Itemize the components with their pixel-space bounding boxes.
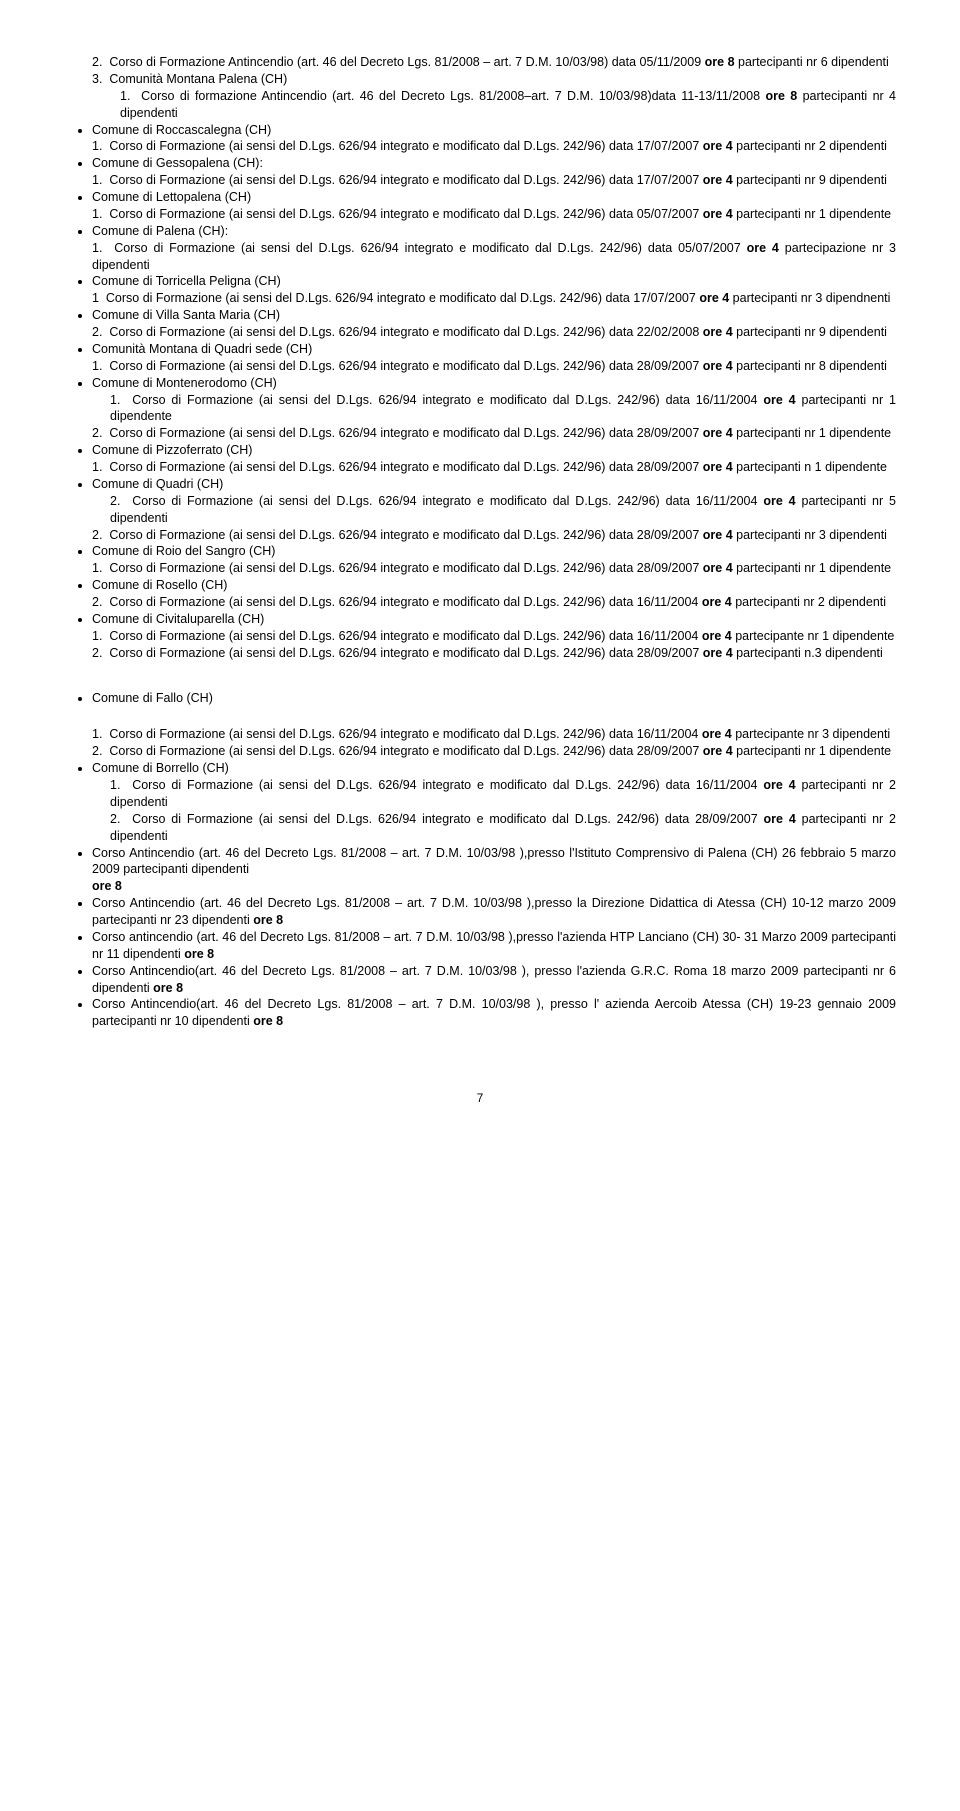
course-line: 2. Corso di Formazione (ai sensi del D.L…	[92, 811, 896, 845]
bullet-item: Comune di Torricella Peligna (CH)1 Corso…	[92, 273, 896, 307]
intro-line: 2. Corso di Formazione Antincendio (art.…	[92, 54, 896, 71]
bullet-item: Comune di Rosello (CH)2. Corso di Formaz…	[92, 577, 896, 611]
bullet-item: Comune di Lettopalena (CH)1. Corso di Fo…	[92, 189, 896, 223]
document-page: 2. Corso di Formazione Antincendio (art.…	[64, 54, 896, 1030]
bullet-head: Comune di Pizzoferrato (CH)	[92, 442, 896, 459]
course-line: 1. Corso di Formazione (ai sensi del D.L…	[92, 459, 896, 476]
bullet-item: Corso Antincendio (art. 46 del Decreto L…	[92, 845, 896, 896]
bullet-list-2: Comune di Fallo (CH) 1. Corso di Formazio…	[64, 690, 896, 1031]
intro-line: 1. Corso di formazione Antincendio (art.…	[92, 88, 896, 122]
bullet-head: Comune di Fallo (CH)	[92, 690, 896, 707]
course-line: 2. Corso di Formazione (ai sensi del D.L…	[92, 527, 896, 544]
course-line: 1. Corso di Formazione (ai sensi del D.L…	[92, 206, 896, 223]
course-line: 1. Corso di Formazione (ai sensi del D.L…	[92, 777, 896, 811]
bullet-head: Comune di Gessopalena (CH):	[92, 155, 896, 172]
bullet-item: Corso Antincendio(art. 46 del Decreto Lg…	[92, 963, 896, 997]
bullet-item: Comune di Montenerodomo (CH)1. Corso di …	[92, 375, 896, 443]
course-line: 1. Corso di Formazione (ai sensi del D.L…	[92, 358, 896, 375]
course-line: 1. Corso di Formazione (ai sensi del D.L…	[92, 628, 896, 645]
bullet-head: Comune di Borrello (CH)	[92, 760, 896, 777]
bullet-item: Corso Antincendio (art. 46 del Decreto L…	[92, 895, 896, 929]
course-line: 1. Corso di Formazione (ai sensi del D.L…	[92, 240, 896, 274]
bullet-head: Comune di Roccascalegna (CH)	[92, 122, 896, 139]
course-line: 1 Corso di Formazione (ai sensi del D.Lg…	[92, 290, 896, 307]
bullet-head: Comune di Civitaluparella (CH)	[92, 611, 896, 628]
bullet-head: Comune di Villa Santa Maria (CH)	[92, 307, 896, 324]
course-line: 2. Corso di Formazione (ai sensi del D.L…	[92, 645, 896, 662]
bullet-item: Comune di Roio del Sangro (CH)1. Corso d…	[92, 543, 896, 577]
page-number: 7	[64, 1090, 896, 1106]
bullet-head: Comune di Rosello (CH)	[92, 577, 896, 594]
bullet-item: Comune di Villa Santa Maria (CH)2. Corso…	[92, 307, 896, 341]
course-line: 1. Corso di Formazione (ai sensi del D.L…	[92, 392, 896, 426]
course-line: 2. Corso di Formazione (ai sensi del D.L…	[92, 425, 896, 442]
intro-line: 3. Comunità Montana Palena (CH)	[92, 71, 896, 88]
course-line: 1. Corso di Formazione (ai sensi del D.L…	[92, 560, 896, 577]
bullet-head: Comune di Quadri (CH)	[92, 476, 896, 493]
course-line: 2. Corso di Formazione (ai sensi del D.L…	[92, 493, 896, 527]
course-line: 1. Corso di Formazione (ai sensi del D.L…	[92, 172, 896, 189]
bullet-item: Comune di Civitaluparella (CH)1. Corso d…	[92, 611, 896, 662]
bullet-item: Comune di Fallo (CH) 1. Corso di Formazio…	[92, 690, 896, 761]
bullet-head: Comune di Roio del Sangro (CH)	[92, 543, 896, 560]
course-line: 2. Corso di Formazione (ai sensi del D.L…	[92, 594, 896, 611]
bullet-head: Comunità Montana di Quadri sede (CH)	[92, 341, 896, 358]
bullet-item: Comune di Roccascalegna (CH)1. Corso di …	[92, 122, 896, 156]
bullet-item: Comune di Pizzoferrato (CH)1. Corso di F…	[92, 442, 896, 476]
course-line: 1. Corso di Formazione (ai sensi del D.L…	[92, 726, 896, 743]
bullet-head: Comune di Lettopalena (CH)	[92, 189, 896, 206]
bullet-item: Corso antincendio (art. 46 del Decreto L…	[92, 929, 896, 963]
bullet-item: Comune di Quadri (CH)2. Corso di Formazi…	[92, 476, 896, 544]
course-line: 1. Corso di Formazione (ai sensi del D.L…	[92, 138, 896, 155]
bold-hours: ore 8	[92, 878, 896, 895]
bullet-item: Comune di Borrello (CH)1. Corso di Forma…	[92, 760, 896, 844]
bullet-head: Comune di Palena (CH):	[92, 223, 896, 240]
bullet-head: Comune di Torricella Peligna (CH)	[92, 273, 896, 290]
course-line: 2. Corso di Formazione (ai sensi del D.L…	[92, 743, 896, 760]
bullet-head: Comune di Montenerodomo (CH)	[92, 375, 896, 392]
bullet-list-1: Comune di Roccascalegna (CH)1. Corso di …	[64, 122, 896, 662]
bullet-item: Comune di Gessopalena (CH):1. Corso di F…	[92, 155, 896, 189]
bullet-item: Comunità Montana di Quadri sede (CH)1. C…	[92, 341, 896, 375]
course-line: 2. Corso di Formazione (ai sensi del D.L…	[92, 324, 896, 341]
bullet-item: Comune di Palena (CH):1. Corso di Formaz…	[92, 223, 896, 274]
bullet-item: Corso Antincendio(art. 46 del Decreto Lg…	[92, 996, 896, 1030]
